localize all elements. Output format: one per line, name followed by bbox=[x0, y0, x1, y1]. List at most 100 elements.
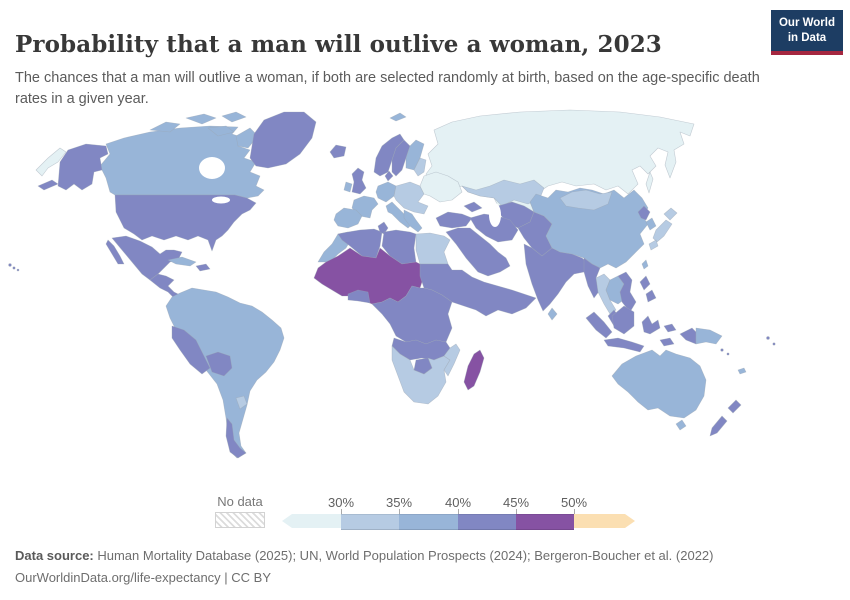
country-uk[interactable] bbox=[351, 167, 367, 195]
country-hawaii[interactable] bbox=[8, 263, 12, 267]
country-sulawesi[interactable] bbox=[641, 315, 661, 335]
country-papua-new-guinea[interactable] bbox=[695, 327, 723, 345]
country-central-africa[interactable] bbox=[371, 285, 453, 345]
country-fiji[interactable] bbox=[772, 342, 776, 346]
country-arabia[interactable] bbox=[445, 227, 511, 277]
country-new-zealand-north[interactable] bbox=[727, 399, 742, 414]
country-canadian-arctic[interactable] bbox=[207, 125, 235, 137]
country-balkans[interactable] bbox=[403, 209, 423, 233]
country-central-america[interactable] bbox=[149, 273, 181, 301]
country-germany-central-europe[interactable] bbox=[375, 181, 397, 203]
legend-no-data[interactable]: No data bbox=[215, 494, 265, 528]
country-new-zealand-south[interactable] bbox=[709, 415, 728, 437]
country-iberia[interactable] bbox=[333, 207, 363, 229]
country-egypt[interactable] bbox=[415, 232, 451, 265]
map-legend: No data 30% 35% 40% 45% 50% bbox=[0, 490, 850, 535]
country-hawaii[interactable] bbox=[16, 268, 20, 272]
country-poland-eastern-europe[interactable] bbox=[393, 181, 429, 215]
country-madagascar[interactable] bbox=[463, 349, 485, 391]
country-peru[interactable] bbox=[171, 325, 211, 375]
country-usa[interactable] bbox=[114, 194, 257, 252]
country-caucasus[interactable] bbox=[463, 201, 483, 213]
country-baja-california[interactable] bbox=[105, 239, 125, 265]
legend-bucket-lt30[interactable] bbox=[282, 514, 341, 528]
country-china[interactable] bbox=[529, 187, 649, 269]
country-java[interactable] bbox=[603, 337, 645, 353]
country-thailand[interactable] bbox=[595, 273, 617, 315]
country-philippines[interactable] bbox=[639, 275, 651, 291]
legend-tick-mark bbox=[341, 509, 342, 514]
country-borneo[interactable] bbox=[611, 305, 635, 335]
legend-tick-45: 45% bbox=[502, 495, 530, 510]
country-vietnam[interactable] bbox=[617, 271, 637, 313]
country-canadian-arctic[interactable] bbox=[185, 113, 217, 125]
country-australia[interactable] bbox=[611, 349, 707, 419]
country-south-korea[interactable] bbox=[645, 217, 657, 231]
country-hispaniola[interactable] bbox=[195, 263, 211, 272]
legend-tick-35: 35% bbox=[385, 495, 413, 510]
owid-logo-line2: in Data bbox=[787, 31, 827, 44]
country-sumatra[interactable] bbox=[585, 311, 613, 339]
country-belarus-ukraine[interactable] bbox=[419, 171, 463, 203]
country-solomon-islands[interactable] bbox=[720, 348, 724, 352]
country-svalbard[interactable] bbox=[389, 112, 407, 122]
country-bolivia[interactable] bbox=[205, 351, 233, 377]
country-aleutians[interactable] bbox=[37, 179, 59, 191]
legend-bucket-45-50[interactable] bbox=[516, 514, 574, 530]
country-canadian-arctic[interactable] bbox=[149, 121, 181, 133]
country-finland[interactable] bbox=[405, 139, 425, 171]
country-fiji[interactable] bbox=[766, 336, 770, 340]
hudson-bay bbox=[199, 157, 225, 179]
country-greenland[interactable] bbox=[249, 111, 317, 169]
country-india[interactable] bbox=[523, 243, 591, 312]
country-ghana-cote-divoire[interactable] bbox=[347, 289, 371, 304]
legend-bucket-35-40[interactable] bbox=[399, 514, 458, 530]
country-uruguay[interactable] bbox=[235, 395, 248, 410]
country-japan[interactable] bbox=[663, 207, 678, 221]
legend-tick-mark bbox=[458, 509, 459, 514]
chart-subtitle: The chances that a man will outlive a wo… bbox=[15, 69, 760, 107]
country-baltics[interactable] bbox=[413, 157, 427, 177]
country-tunisia[interactable] bbox=[377, 221, 389, 235]
country-mozambique[interactable] bbox=[443, 343, 461, 377]
country-ireland[interactable] bbox=[343, 181, 353, 193]
country-alaska[interactable] bbox=[57, 143, 109, 191]
country-hawaii[interactable] bbox=[12, 266, 16, 270]
owid-logo[interactable]: Our World in Data bbox=[771, 10, 843, 55]
legend-bucket-30-35[interactable] bbox=[341, 514, 399, 530]
legend-tick-mark bbox=[516, 509, 517, 514]
country-sakhalin[interactable] bbox=[645, 171, 654, 194]
country-new-guinea-west[interactable] bbox=[679, 327, 697, 345]
page-title: Probability that a man will outlive a wo… bbox=[15, 31, 662, 59]
country-russia-chukotka[interactable] bbox=[35, 147, 67, 177]
data-source-label: Data source: bbox=[15, 548, 94, 563]
country-japan[interactable] bbox=[652, 219, 673, 243]
country-halmahera[interactable] bbox=[663, 323, 677, 333]
country-taiwan[interactable] bbox=[641, 259, 649, 270]
country-philippines[interactable] bbox=[645, 289, 657, 303]
country-mongolia[interactable] bbox=[559, 189, 613, 211]
country-chile-south[interactable] bbox=[225, 417, 247, 459]
country-turkey[interactable] bbox=[435, 211, 473, 229]
country-zimbabwe[interactable] bbox=[413, 357, 433, 375]
no-data-swatch[interactable] bbox=[215, 512, 265, 528]
country-new-caledonia[interactable] bbox=[737, 367, 747, 375]
legend-bucket-gt50[interactable] bbox=[574, 514, 635, 528]
legend-bucket-40-45[interactable] bbox=[458, 514, 516, 530]
country-solomon-islands[interactable] bbox=[726, 352, 730, 356]
country-tasmania[interactable] bbox=[675, 419, 687, 431]
country-japan[interactable] bbox=[648, 239, 659, 251]
country-algeria[interactable] bbox=[337, 228, 383, 259]
data-source-list: Human Mortality Database (2025); UN, Wor… bbox=[93, 548, 714, 563]
country-iceland[interactable] bbox=[329, 144, 347, 159]
country-sri-lanka[interactable] bbox=[547, 307, 558, 321]
country-north-korea[interactable] bbox=[637, 205, 651, 221]
country-canadian-arctic[interactable] bbox=[221, 111, 247, 123]
country-moluccas[interactable] bbox=[659, 337, 675, 347]
country-cuba[interactable] bbox=[167, 256, 197, 267]
country-mexico[interactable] bbox=[111, 235, 183, 281]
country-libya[interactable] bbox=[381, 229, 417, 265]
country-denmark[interactable] bbox=[384, 170, 394, 182]
license-line[interactable]: OurWorldinData.org/life-expectancy | CC … bbox=[15, 570, 272, 586]
